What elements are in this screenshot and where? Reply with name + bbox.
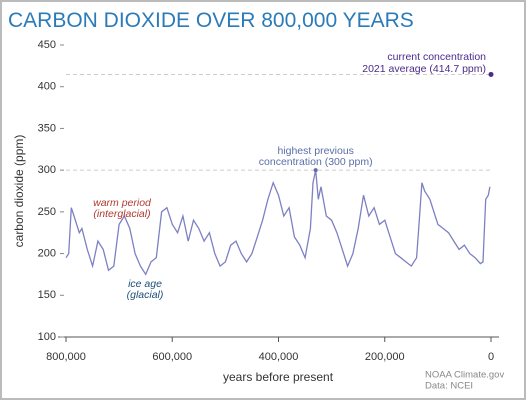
y-tick-label: 150 bbox=[38, 289, 56, 301]
y-tick-label: 450 bbox=[38, 39, 56, 51]
x-tick-label: 400,000 bbox=[259, 351, 299, 363]
co2-line bbox=[65, 169, 491, 276]
current-point bbox=[488, 71, 494, 77]
x-axis-label: years before present bbox=[223, 370, 334, 384]
y-tick-label: 250 bbox=[38, 206, 56, 218]
chart-title: CARBON DIOXIDE OVER 800,000 YEARS bbox=[8, 9, 414, 32]
x-tick-label: 200,000 bbox=[365, 351, 405, 363]
annotation: ice age bbox=[128, 278, 162, 290]
y-axis-label: carbon dioxide (ppm) bbox=[12, 135, 26, 248]
y-tick-label: 400 bbox=[38, 81, 56, 93]
source: Data: NCEI bbox=[425, 381, 473, 392]
annotation: (glacial) bbox=[127, 289, 164, 301]
y-tick-label: 200 bbox=[38, 247, 56, 259]
x-tick-label: 0 bbox=[488, 351, 494, 363]
y-tick-label: 300 bbox=[38, 164, 56, 176]
annotation: warm period bbox=[93, 197, 152, 209]
highest-label: highest previous bbox=[277, 145, 353, 157]
highest-point bbox=[313, 168, 318, 173]
current-label: current concentration bbox=[387, 51, 486, 63]
y-tick-label: 350 bbox=[38, 122, 56, 134]
x-tick-label: 800,000 bbox=[46, 351, 86, 363]
annotation: (interglacial) bbox=[93, 208, 150, 220]
x-tick-label: 600,000 bbox=[152, 351, 192, 363]
y-tick-label: 100 bbox=[38, 331, 56, 343]
highest-label: concentration (300 ppm) bbox=[259, 156, 373, 168]
current-label: 2021 average (414.7 ppm) bbox=[362, 63, 486, 75]
source: NOAA Climate.gov bbox=[425, 370, 504, 381]
